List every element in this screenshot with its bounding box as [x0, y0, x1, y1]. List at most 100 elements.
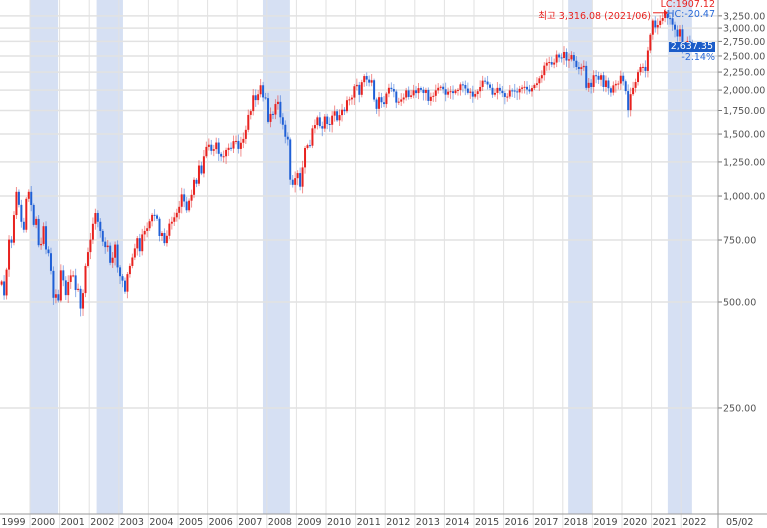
candle-up [207, 138, 210, 151]
candle-body [523, 86, 526, 88]
candle-body [365, 76, 368, 80]
candle-down [442, 83, 445, 94]
candle-down [590, 79, 593, 94]
candle-up [331, 111, 334, 133]
candle-up [197, 160, 200, 187]
candle-body [67, 281, 70, 296]
candle-up [72, 270, 75, 278]
candle-body [345, 100, 348, 112]
candle-down [286, 132, 289, 146]
candle-body [202, 156, 205, 174]
candle-down [654, 16, 657, 33]
candle-body [99, 221, 102, 231]
candle-body [296, 173, 299, 179]
candle-body [646, 50, 649, 71]
candle-body [538, 78, 541, 84]
candle-up [385, 91, 388, 108]
candle-up [400, 93, 403, 107]
candle-up [449, 86, 452, 99]
candle-body [3, 281, 6, 296]
candle-body [109, 245, 112, 263]
candle-body [79, 288, 82, 309]
candle-down [291, 175, 294, 188]
candle-body [244, 129, 247, 139]
candle-up [106, 239, 109, 252]
candle-up [15, 187, 18, 219]
x-tick-label: 2016 [505, 517, 529, 528]
candle-down [96, 210, 99, 228]
candle-body [624, 81, 627, 92]
candle-down [565, 48, 568, 67]
candle-up [479, 80, 482, 98]
candle-down [200, 161, 203, 176]
candle-down [415, 86, 418, 98]
candle-body [116, 244, 119, 268]
candle-body [168, 223, 171, 236]
candle-up [437, 83, 440, 94]
candle-body [49, 253, 52, 271]
candle-down [471, 85, 474, 103]
candle-up [639, 63, 642, 76]
candle-body [232, 141, 235, 149]
candle-body [600, 75, 603, 80]
candle-body [592, 75, 595, 87]
candle-up [634, 78, 637, 93]
candle-up [646, 46, 649, 78]
candle-body [40, 243, 43, 246]
candle-up [296, 170, 299, 186]
candle-up [530, 85, 533, 97]
candle-body [136, 238, 139, 249]
candle-body [313, 125, 316, 129]
candle-up [178, 200, 181, 220]
candle-body [444, 89, 447, 95]
candle-body [380, 97, 383, 103]
candle-up [276, 95, 279, 110]
candle-up [632, 81, 635, 96]
y-tick-label: 250.00 [723, 403, 756, 414]
candle-down [676, 25, 679, 42]
candle-up [508, 85, 511, 99]
candle-up [316, 115, 319, 130]
candle-body [84, 265, 87, 294]
candle-body [516, 91, 519, 93]
candle-body [151, 214, 154, 222]
candle-body [205, 146, 208, 157]
x-tick-label: 2007 [238, 517, 262, 528]
candle-body [402, 97, 405, 100]
candle-up [456, 87, 459, 96]
candle-body [508, 90, 511, 97]
candle-up [202, 150, 205, 178]
candle-up [94, 208, 97, 230]
candle-up [678, 25, 681, 42]
candle-up [234, 135, 237, 145]
candle-down [516, 87, 519, 101]
candle-up [612, 81, 615, 96]
candle-down [597, 71, 600, 85]
candle-body [678, 29, 681, 37]
candle-down [220, 151, 223, 162]
x-tick-label: 2004 [149, 517, 173, 528]
candle-body [560, 57, 563, 59]
candle-down [318, 112, 321, 129]
candle-body [8, 239, 11, 270]
candle-body [343, 109, 346, 112]
candle-up [637, 69, 640, 86]
candle-down [3, 275, 6, 300]
candle-body [543, 65, 546, 76]
candle-up [649, 33, 652, 54]
candle-down [528, 84, 531, 94]
candle-down [464, 80, 467, 96]
candle-down [671, 13, 674, 31]
candle-up [304, 145, 307, 174]
candle-body [392, 89, 395, 92]
candle-body [563, 51, 566, 58]
candle-body [350, 97, 353, 100]
candle-body [165, 235, 168, 244]
candle-down [99, 218, 102, 238]
candle-body [239, 142, 242, 149]
candle-up [25, 197, 28, 233]
candle-up [259, 79, 262, 98]
candle-up [533, 83, 536, 90]
candle-body [632, 87, 635, 95]
candle-body [32, 205, 35, 225]
